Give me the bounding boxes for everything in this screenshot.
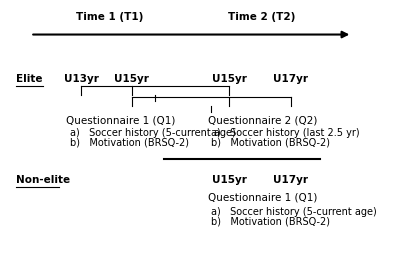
Text: a)   Soccer history (5-current age): a) Soccer history (5-current age) [70,128,236,138]
Text: U15yr: U15yr [114,74,149,84]
Text: Time 2 (T2): Time 2 (T2) [228,12,296,21]
Text: a)   Soccer history (last 2.5 yr): a) Soccer history (last 2.5 yr) [211,128,360,138]
Text: U17yr: U17yr [273,74,308,84]
Text: a)   Soccer history (5-current age): a) Soccer history (5-current age) [211,207,377,217]
Text: Questionnaire 1 (Q1): Questionnaire 1 (Q1) [66,115,176,125]
Text: U15yr: U15yr [212,74,247,84]
Text: b)   Motivation (BRSQ-2): b) Motivation (BRSQ-2) [70,138,189,148]
Text: Questionnaire 2 (Q2): Questionnaire 2 (Q2) [208,115,317,125]
Text: Elite: Elite [16,74,42,84]
Text: Time 1 (T1): Time 1 (T1) [76,12,144,21]
Text: b)   Motivation (BRSQ-2): b) Motivation (BRSQ-2) [211,217,330,227]
Text: Questionnaire 1 (Q1): Questionnaire 1 (Q1) [208,193,317,203]
Text: U13yr: U13yr [64,74,98,84]
Text: U15yr: U15yr [212,175,247,184]
Text: b)   Motivation (BRSQ-2): b) Motivation (BRSQ-2) [211,138,330,148]
Text: U17yr: U17yr [273,175,308,184]
Text: Non-elite: Non-elite [16,175,70,184]
